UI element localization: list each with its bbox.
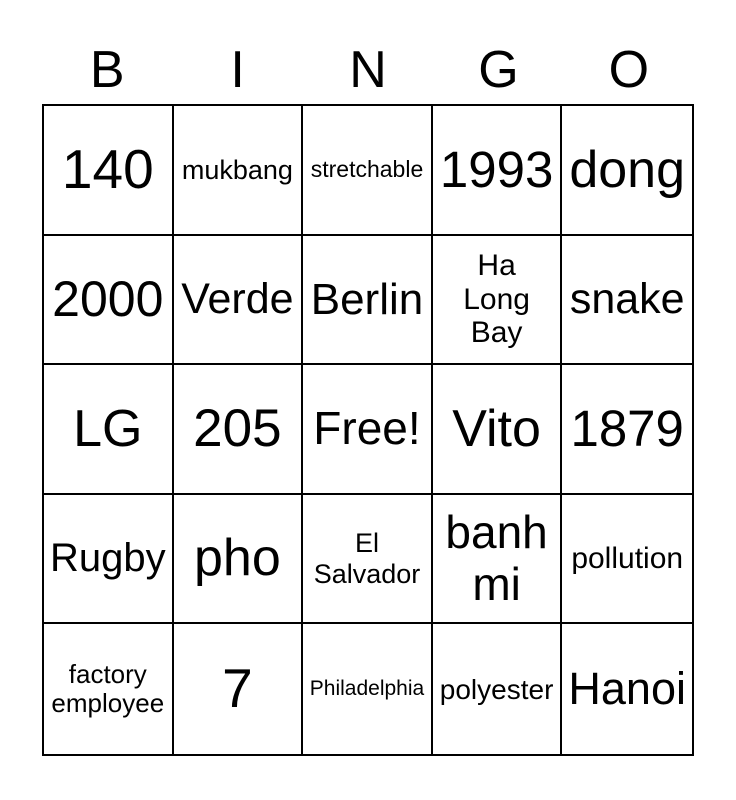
header-letter-o: O <box>608 41 650 99</box>
bingo-cell-r4c5[interactable]: pollution <box>562 494 692 625</box>
bingo-cell-r3c3[interactable]: Free! <box>303 365 433 495</box>
header-letter-g: G <box>478 41 519 99</box>
bingo-header: B I N G O <box>42 0 694 104</box>
bingo-cell-r4c4[interactable]: banh mi <box>432 494 563 625</box>
bingo-cell-r5c5[interactable]: Hanoi <box>562 624 692 754</box>
bingo-cell-r2c4[interactable]: Ha Long Bay <box>432 235 563 366</box>
bingo-cell-r3c2[interactable]: 205 <box>173 365 304 495</box>
bingo-cell-r5c4[interactable]: polyester <box>432 624 563 754</box>
bingo-cell-r3c5[interactable]: 1879 <box>562 365 692 495</box>
bingo-grid: 140 mukbang stretchable 1993 dong 2000 Verde Be… <box>42 104 694 756</box>
header-letter-i: I <box>230 41 245 99</box>
bingo-cell-r1c1[interactable]: 140 <box>44 106 174 236</box>
bingo-cell-r1c2[interactable]: mukbang <box>173 106 304 236</box>
bingo-cell-r3c1[interactable]: LG <box>44 365 174 495</box>
bingo-cell-r5c1[interactable]: factory employee <box>44 624 174 754</box>
bingo-cell-r1c5[interactable]: dong <box>562 106 692 236</box>
bingo-cell-r5c3[interactable]: Philadelphia <box>303 624 433 754</box>
bingo-cell-r4c3[interactable]: El Salvador <box>303 494 433 625</box>
bingo-cell-r4c2[interactable]: pho <box>173 494 304 625</box>
bingo-cell-r3c4[interactable]: Vito <box>432 365 563 495</box>
header-letter-n: N <box>349 41 387 99</box>
header-letter-b: B <box>89 41 125 99</box>
bingo-cell-r5c2[interactable]: 7 <box>173 624 304 754</box>
bingo-cell-r2c1[interactable]: 2000 <box>44 235 174 366</box>
bingo-cell-r1c4[interactable]: 1993 <box>432 106 563 236</box>
bingo-cell-r2c3[interactable]: Berlin <box>303 235 433 366</box>
bingo-cell-r4c1[interactable]: Rugby <box>44 494 174 625</box>
bingo-cell-r2c5[interactable]: snake <box>562 235 692 366</box>
bingo-cell-r1c3[interactable]: stretchable <box>303 106 433 236</box>
bingo-cell-r2c2[interactable]: Verde <box>173 235 304 366</box>
